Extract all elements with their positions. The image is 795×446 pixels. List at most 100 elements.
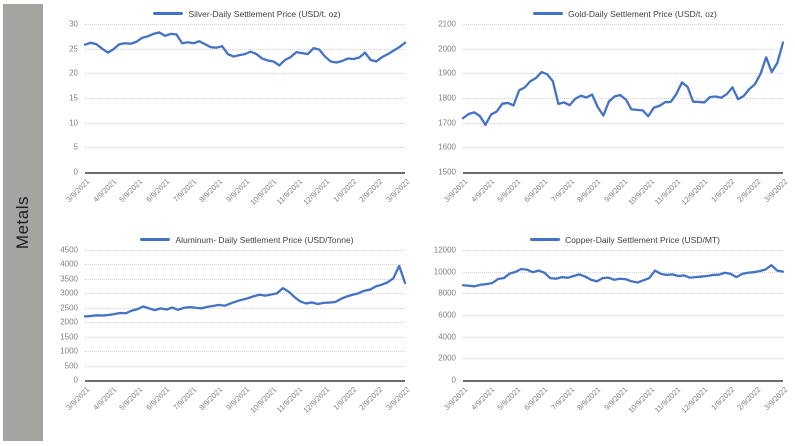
y-axis-tick-label: 10 xyxy=(69,118,78,128)
y-axis-tick-label: 1700 xyxy=(438,118,456,128)
horizontal-gridline xyxy=(463,271,783,273)
horizontal-gridline xyxy=(85,98,405,99)
y-axis-tick-label: 1000 xyxy=(60,346,78,356)
x-axis-tick-label: 3/9/2022 xyxy=(384,385,412,413)
horizontal-gridline xyxy=(463,315,783,316)
x-axis-baseline xyxy=(463,380,783,382)
x-axis-baseline xyxy=(85,380,405,382)
x-axis-tick-label: 8/9/2021 xyxy=(575,177,603,205)
copper-price-chart: Copper-Daily Settlement Price (USD/MT) 1… xyxy=(429,226,790,446)
horizontal-gridline xyxy=(85,322,405,324)
y-axis-tick-label: 1900 xyxy=(438,68,456,78)
plot-area xyxy=(463,250,783,382)
x-axis-tick-label: 5/9/2021 xyxy=(117,385,145,413)
y-axis-tick-label: 6000 xyxy=(438,310,456,320)
x-axis-tick-label: 4/9/2021 xyxy=(91,385,119,413)
plot-area xyxy=(85,250,405,382)
x-axis-baseline xyxy=(463,172,783,174)
gold-price-chart: Gold-Daily Settlement Price (USD/t. oz) … xyxy=(429,0,789,226)
x-axis-labels: 3/9/2021 4/9/2021 5/9/2021 6/9/2021 7/9/2021… xyxy=(64,175,411,225)
horizontal-gridline xyxy=(85,336,405,338)
x-axis-tick-label: 1/9/2022 xyxy=(331,177,359,205)
x-axis-tick-label: 6/9/2021 xyxy=(522,177,550,205)
x-axis-tick-label: 3/9/2021 xyxy=(64,385,92,413)
y-axis-tick-label: 1600 xyxy=(438,142,456,152)
horizontal-gridline xyxy=(463,250,783,251)
x-axis-tick-label: 12/9/2021 xyxy=(301,385,332,415)
horizontal-gridline xyxy=(85,365,405,367)
plot-area xyxy=(85,24,405,174)
horizontal-gridline xyxy=(463,122,783,124)
metals-category-tab: Metals xyxy=(3,4,43,441)
x-axis-tick-label: 3/9/2021 xyxy=(442,385,470,413)
x-axis-tick-label: 6/9/2021 xyxy=(522,385,550,413)
y-axis-tick-label: 2000 xyxy=(60,317,78,327)
x-axis-tick-label: 11/9/2021 xyxy=(275,177,305,207)
chart-body: 12000 10000 8000 6000 4000 2000 0 xyxy=(429,246,787,385)
x-axis-baseline xyxy=(85,172,405,174)
x-axis-tick-label: 4/9/2021 xyxy=(469,385,497,413)
y-axis-tick-label: 20 xyxy=(69,68,78,78)
y-axis-tick-label: 0 xyxy=(73,167,78,177)
aluminum-price-chart: Aluminum- Daily Settlement Price (USD/To… xyxy=(51,226,412,446)
x-axis-tick-label: 12/9/2021 xyxy=(679,177,710,207)
x-axis-labels: 3/9/2021 4/9/2021 5/9/2021 6/9/2021 7/9/2021… xyxy=(442,383,789,433)
y-axis-tick-label: 2500 xyxy=(60,303,78,313)
horizontal-gridline xyxy=(85,24,405,25)
chart-body: 2100 2000 1900 1800 1700 1600 1500 xyxy=(429,20,787,177)
plot-area xyxy=(463,24,783,174)
legend-line-swatch xyxy=(140,238,171,241)
x-axis-tick-label: 8/9/2021 xyxy=(197,177,225,205)
x-axis-tick-label: 10/9/2021 xyxy=(248,177,279,207)
horizontal-gridline xyxy=(85,250,405,251)
x-axis-tick-label: 8/9/2021 xyxy=(575,385,603,413)
y-axis-tick-label: 4500 xyxy=(60,245,78,255)
x-axis-labels: 3/9/2021 4/9/2021 5/9/2021 6/9/2021 7/9/2021… xyxy=(442,175,789,225)
y-axis-tick-label: 8000 xyxy=(438,288,456,298)
x-axis-tick-label: 4/9/2021 xyxy=(469,177,497,205)
y-axis-tick-label: 1500 xyxy=(60,332,78,342)
horizontal-gridline xyxy=(463,24,783,25)
y-axis-labels: 2100 2000 1900 1800 1700 1600 1500 xyxy=(429,20,463,177)
y-axis-tick-label: 0 xyxy=(451,375,456,385)
x-axis-tick-label: 7/9/2021 xyxy=(549,385,577,413)
price-series-line xyxy=(463,24,783,172)
legend-line-swatch xyxy=(530,238,561,241)
y-axis-tick-label: 25 xyxy=(69,44,78,54)
legend-line-swatch xyxy=(153,12,184,15)
y-axis-tick-label: 1500 xyxy=(438,167,456,177)
x-axis-tick-label: 3/9/2022 xyxy=(384,177,412,205)
x-axis-tick-label: 11/9/2021 xyxy=(275,385,305,415)
legend-line-swatch xyxy=(533,12,564,15)
x-axis-tick-label: 7/9/2021 xyxy=(171,385,199,413)
horizontal-gridline xyxy=(85,351,405,353)
x-axis-tick-label: 11/9/2021 xyxy=(653,177,683,207)
silver-price-chart: Silver-Daily Settlement Price (USD/t. oz… xyxy=(51,0,411,226)
y-axis-tick-label: 30 xyxy=(69,19,78,29)
x-axis-tick-label: 3/9/2022 xyxy=(762,177,790,205)
x-axis-tick-label: 10/9/2021 xyxy=(248,385,279,415)
x-axis-tick-label: 2/9/2022 xyxy=(357,385,385,413)
y-axis-tick-label: 12000 xyxy=(433,245,456,255)
horizontal-gridline xyxy=(463,73,783,75)
x-axis-tick-label: 2/9/2022 xyxy=(735,177,763,205)
x-axis-tick-label: 10/9/2021 xyxy=(626,385,657,415)
horizontal-gridline xyxy=(85,307,405,309)
y-axis-tick-label: 500 xyxy=(64,361,78,371)
x-axis-tick-label: 4/9/2021 xyxy=(91,177,119,205)
y-axis-tick-label: 10000 xyxy=(433,267,456,277)
horizontal-gridline xyxy=(463,293,783,295)
price-series-line xyxy=(85,24,405,172)
copper-legend: Copper-Daily Settlement Price (USD/MT) xyxy=(463,232,787,247)
y-axis-tick-label: 15 xyxy=(69,93,78,103)
x-axis-tick-label: 7/9/2021 xyxy=(171,177,199,205)
chart-body: 30 25 20 15 10 5 0 xyxy=(51,20,409,177)
y-axis-tick-label: 1800 xyxy=(438,93,456,103)
y-axis-tick-label: 0 xyxy=(73,375,78,385)
x-axis-tick-label: 5/9/2021 xyxy=(117,177,145,205)
price-series-line xyxy=(85,250,405,380)
x-axis-tick-label: 11/9/2021 xyxy=(653,385,683,415)
legend-label: Aluminum- Daily Settlement Price (USD/To… xyxy=(175,234,354,245)
x-axis-tick-label: 5/9/2021 xyxy=(495,177,523,205)
horizontal-gridline xyxy=(463,147,783,149)
